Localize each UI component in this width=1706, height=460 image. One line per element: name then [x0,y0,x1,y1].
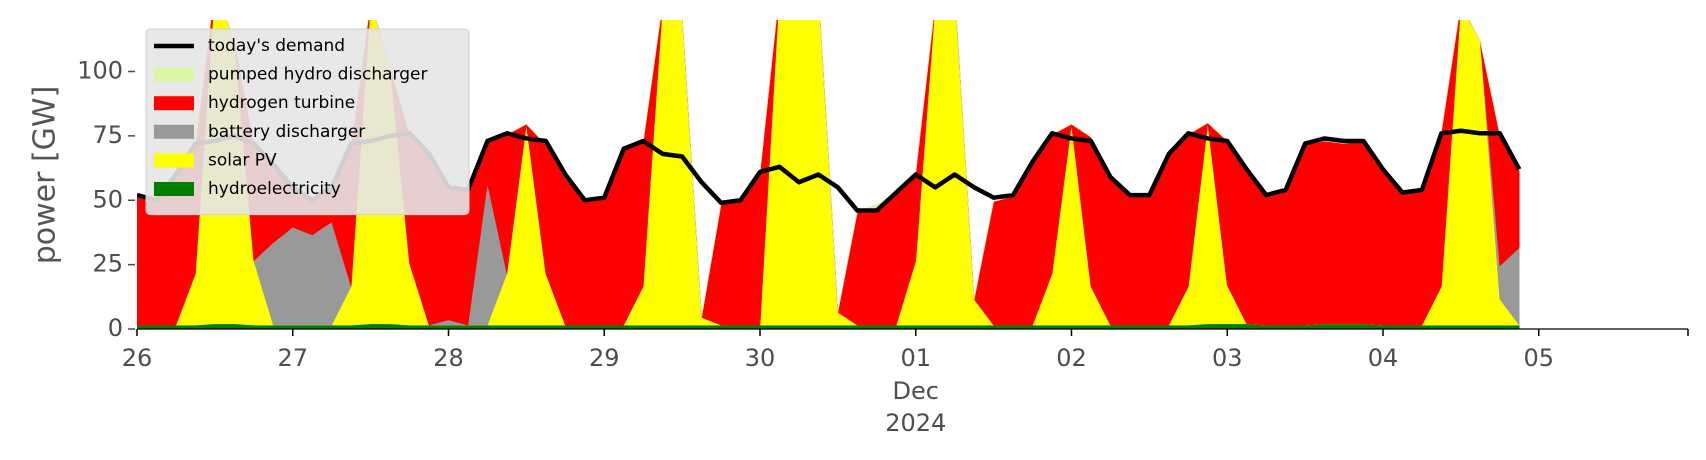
x-tick-label: 29 [589,344,620,372]
legend-label: hydrogen turbine [208,93,355,113]
legend-swatch [154,67,194,82]
x-tick-label: 26 [122,344,153,372]
y-tick-label: 25 [92,250,123,278]
legend-swatch [154,153,194,168]
y-tick-label: 0 [108,314,123,342]
x-tick-label: 01 [900,344,931,372]
y-tick-label: 50 [92,185,123,213]
x-tick-label: 28 [433,344,464,372]
x-tick-label: 02 [1056,344,1087,372]
legend: today's demand pumped hydro discharger hyd… [145,28,470,216]
y-axis-title: power [GW] [28,86,63,265]
y-tick-label: 75 [92,121,123,149]
x-axis-sublabel: Dec [893,377,939,405]
axes-group: 0 25 50 75 100 26 27 28 29 30 01 02 03 04 05 Dec 2024 [77,57,1689,437]
legend-swatch [154,124,194,139]
x-tick-label: 30 [745,344,776,372]
legend-label: today's demand [208,36,345,56]
x-tick-label: 27 [277,344,308,372]
y-tick-label: 100 [77,57,123,85]
legend-swatch [154,182,194,196]
legend-label: hydroelectricity [208,179,341,199]
x-tick-label: 03 [1212,344,1243,372]
x-tick-label: 05 [1523,344,1554,372]
x-tick-label: 04 [1368,344,1399,372]
x-axis-sublabel: 2024 [885,409,946,437]
legend-swatch [154,96,194,111]
legend-label: solar PV [208,150,277,170]
legend-label: pumped hydro discharger [208,65,427,85]
legend-box [145,28,470,216]
legend-label: battery discharger [208,122,365,142]
